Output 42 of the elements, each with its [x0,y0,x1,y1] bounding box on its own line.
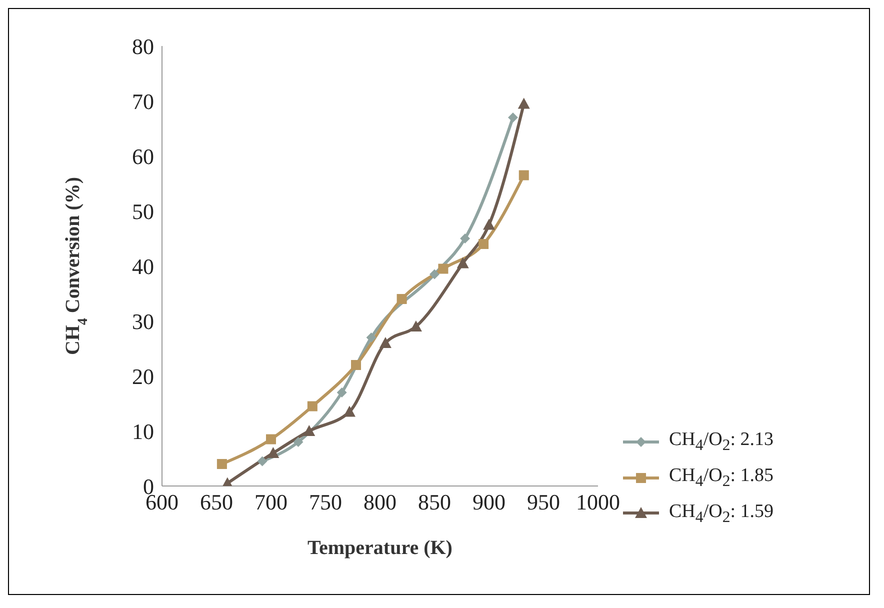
point [336,388,347,398]
point [518,98,530,109]
point [430,269,440,280]
y-tick-label: 70 [132,88,154,114]
point [508,112,518,122]
point [396,294,407,304]
x-tick-label: 700 [254,490,288,515]
y-tick-label: 60 [132,144,154,169]
x-tick-label: 900 [472,490,506,515]
x-tick-label: 650 [200,490,233,515]
point [460,234,470,244]
y-tick-label: 30 [132,308,154,334]
y-tick-label: 10 [132,418,154,444]
x-axis-title: Temperature (K) [308,537,452,559]
point [483,218,495,230]
point [379,337,392,348]
point [456,257,469,268]
legend-label: CH$_{4}$/O$_{2}$: 1.85 [669,464,774,490]
point [410,320,422,332]
point [216,459,227,469]
point [307,401,318,412]
x-tick-label: 800 [364,490,396,515]
x-tick-label: 1000 [576,490,620,515]
point [351,360,362,370]
y-tick-label: 20 [132,364,154,389]
x-tick-label: 950 [527,490,560,515]
y-tick-label: 50 [132,198,154,224]
point [478,239,489,249]
point [266,434,276,444]
point [257,456,268,466]
point [293,437,304,447]
x-tick-label: 850 [418,490,451,515]
y-tick-label: 80 [132,34,154,59]
point [267,447,280,458]
x-tick-label: 750 [309,490,342,515]
point [518,170,529,180]
y-tick-label: 40 [132,254,154,279]
legend-label: CH$_{4}$/O$_{2}$: 2.13 [669,429,774,454]
point [303,425,316,436]
legend-label: CH$_{4}$/O$_{2}$: 1.59 [669,500,774,526]
point [366,332,376,342]
point [438,264,448,274]
